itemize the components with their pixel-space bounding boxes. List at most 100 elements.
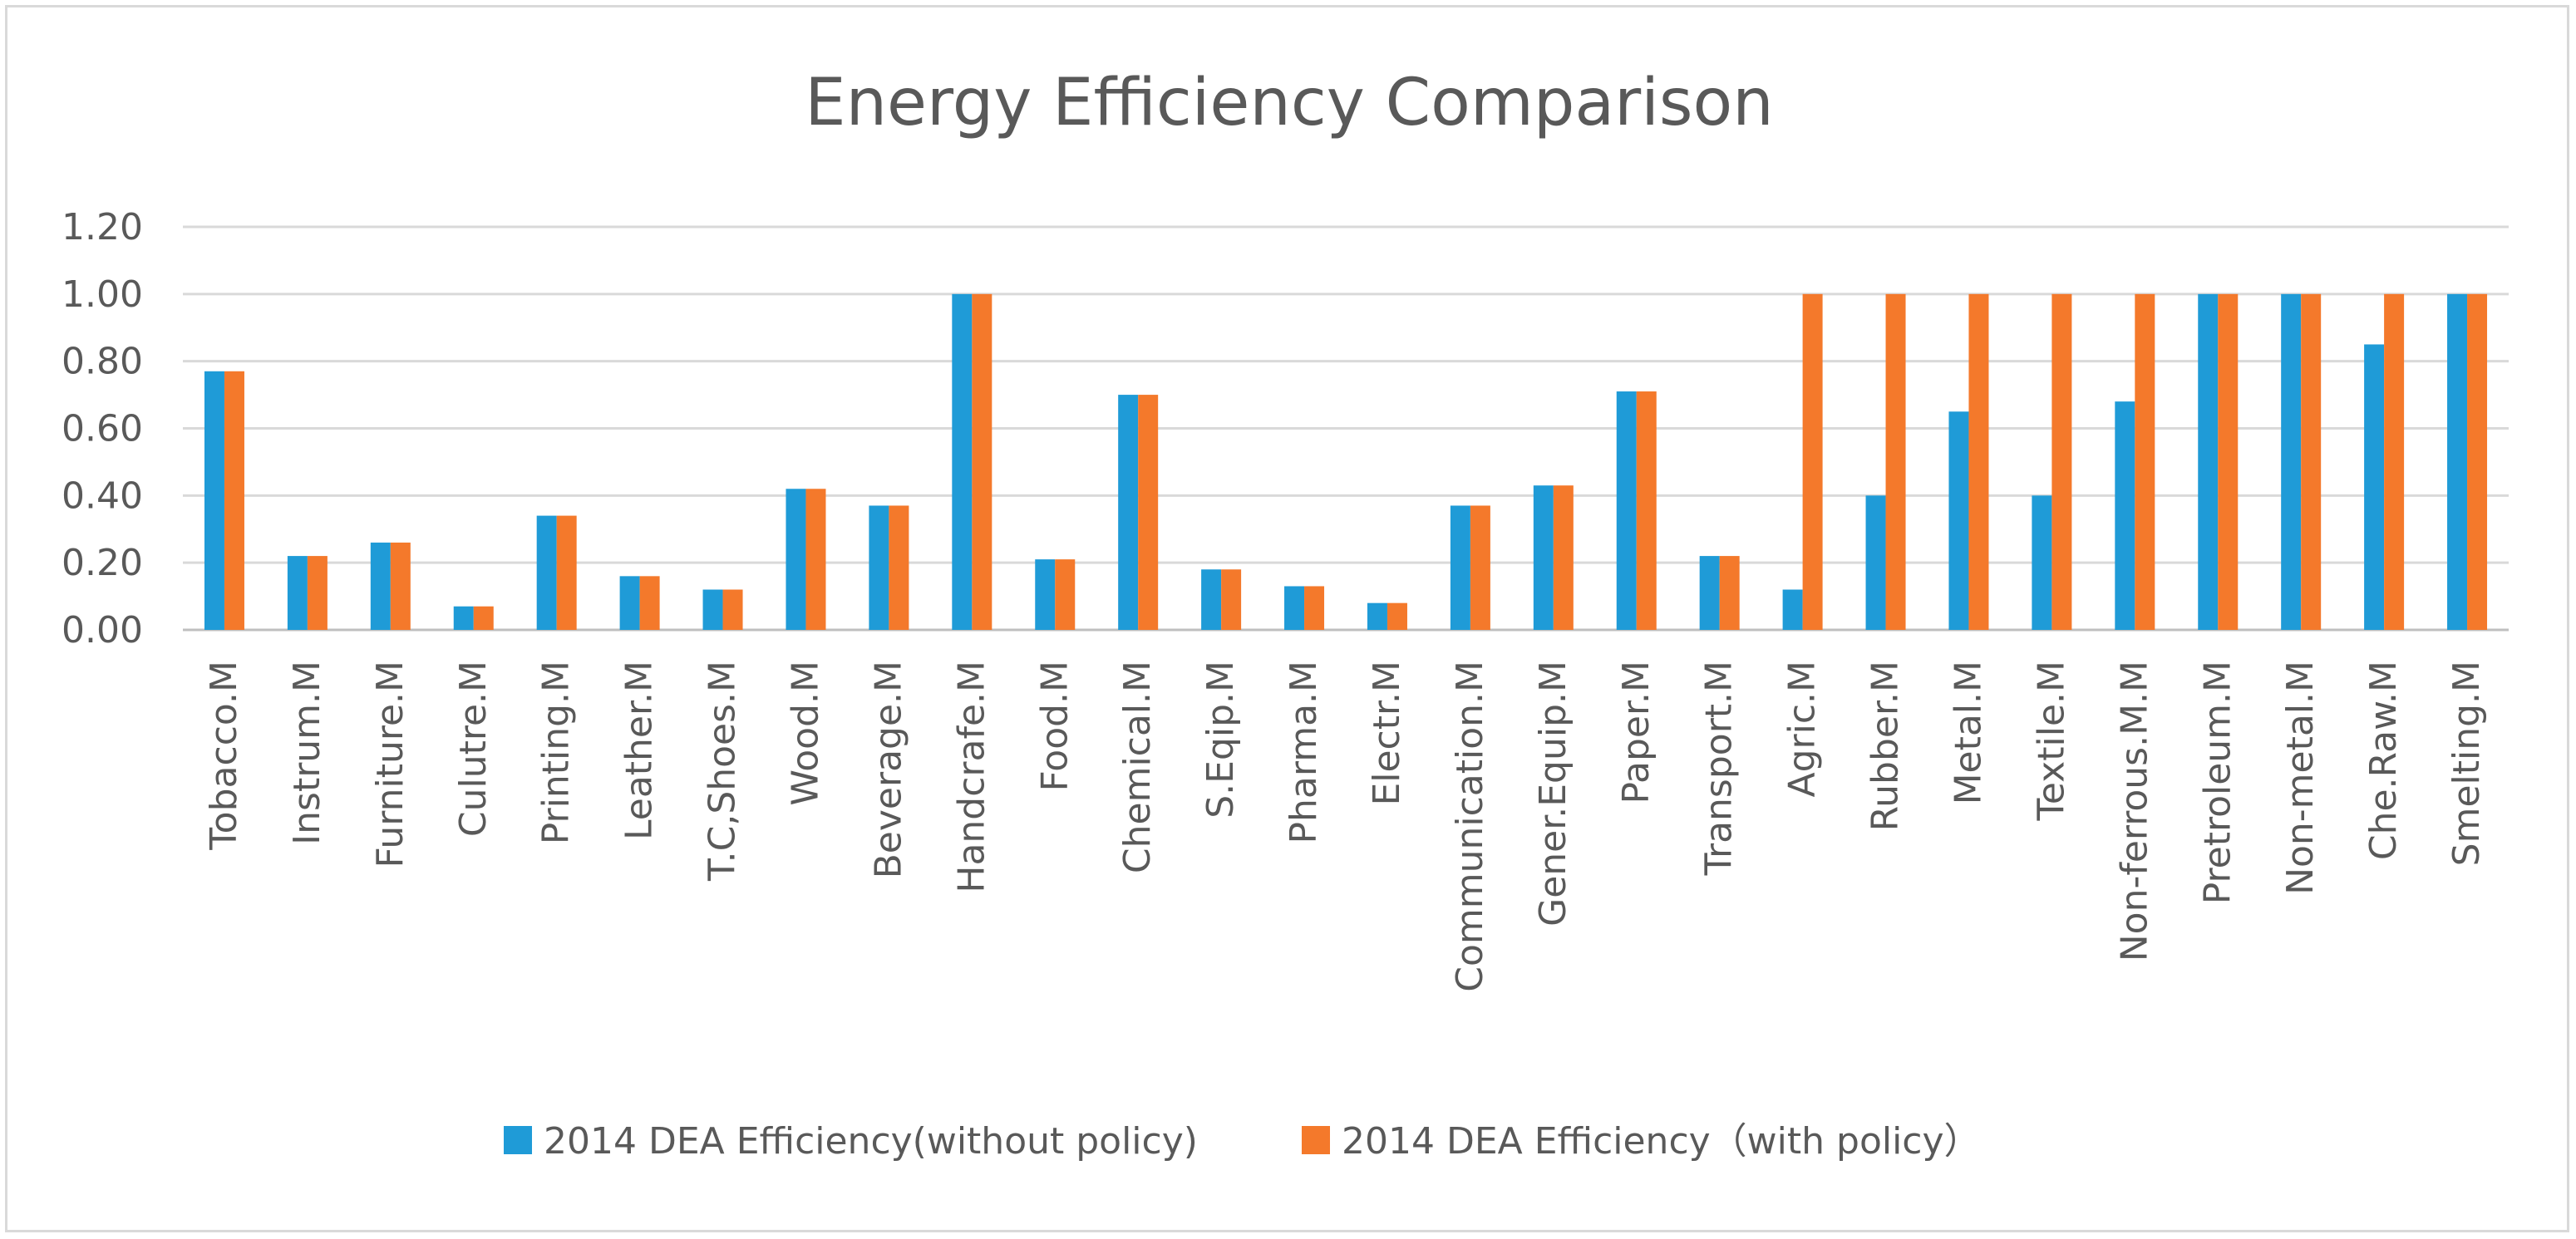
y-tick-label: 0.40 bbox=[62, 474, 143, 517]
legend-label-without-policy: 2014 DEA Efficiency(without policy) bbox=[544, 1120, 1198, 1163]
bar-with-policy bbox=[972, 293, 992, 630]
bar-without-policy bbox=[536, 515, 557, 630]
bar-with-policy bbox=[1553, 485, 1574, 630]
bar-with-policy bbox=[1470, 505, 1490, 630]
bar-without-policy bbox=[453, 606, 474, 630]
bar-without-policy bbox=[1450, 505, 1470, 630]
x-tick-label: Non-metal.M bbox=[2279, 661, 2322, 895]
x-tick-label: Communication.M bbox=[1449, 661, 1491, 992]
bar-with-policy bbox=[722, 589, 743, 630]
bar-without-policy bbox=[619, 576, 640, 630]
x-axis-ticks: Tobacco.M Instrum.M Furniture.M Culutre.M Pr… bbox=[203, 661, 2488, 992]
bar-with-policy bbox=[2384, 293, 2405, 630]
bar-with-policy bbox=[2051, 293, 2072, 630]
bar-without-policy bbox=[702, 589, 723, 630]
x-tick-label: Che.Raw.M bbox=[2362, 661, 2405, 860]
x-tick-label: Handcrafe.M bbox=[950, 661, 992, 893]
x-tick-label: Paper.M bbox=[1615, 661, 1657, 804]
y-axis-ticks: 0.00 0.20 0.40 0.60 0.80 1.00 1.20 bbox=[62, 206, 143, 651]
x-tick-label: Electr.M bbox=[1366, 661, 1408, 806]
x-tick-label: Furniture.M bbox=[369, 661, 411, 868]
bar-without-policy bbox=[1533, 485, 1554, 630]
bar-without-policy bbox=[1118, 395, 1139, 630]
x-tick-label: Pharma.M bbox=[1283, 661, 1325, 843]
x-tick-label: Textile.M bbox=[2030, 661, 2072, 821]
bar-without-policy bbox=[1782, 589, 1803, 630]
x-tick-label: S.Eqip.M bbox=[1199, 661, 1242, 819]
x-tick-label: Leather.M bbox=[618, 661, 661, 840]
bar-without-policy bbox=[952, 293, 973, 630]
y-tick-label: 0.00 bbox=[62, 609, 143, 651]
bar-with-policy bbox=[2467, 293, 2488, 630]
x-tick-label: Tobacco.M bbox=[203, 661, 245, 851]
bar-without-policy bbox=[2364, 344, 2385, 630]
bar-without-policy bbox=[2198, 293, 2219, 630]
y-tick-label: 0.20 bbox=[62, 542, 143, 584]
legend-label-with-policy: 2014 DEA Efficiency（with policy） bbox=[1342, 1120, 1981, 1163]
bar-without-policy bbox=[204, 371, 224, 630]
y-tick-label: 0.60 bbox=[62, 408, 143, 450]
bar-without-policy bbox=[869, 505, 889, 630]
bar-with-policy bbox=[639, 576, 660, 630]
x-tick-label: Printing.M bbox=[535, 661, 578, 844]
bar-with-policy bbox=[556, 515, 577, 630]
x-tick-label: Instrum.M bbox=[286, 661, 328, 845]
bar-with-policy bbox=[1304, 586, 1325, 630]
bar-without-policy bbox=[2447, 293, 2468, 630]
bar-without-policy bbox=[1616, 391, 1637, 630]
bar-with-policy bbox=[2301, 293, 2322, 630]
bar-without-policy bbox=[1284, 586, 1305, 630]
bar-with-policy bbox=[2135, 293, 2155, 630]
x-tick-label: T.C,Shoes.M bbox=[702, 661, 744, 882]
x-tick-label: Food.M bbox=[1033, 661, 1076, 791]
bar-with-policy bbox=[1719, 556, 1740, 630]
bar-without-policy bbox=[287, 556, 308, 630]
bar-without-policy bbox=[786, 489, 806, 630]
bar-without-policy bbox=[370, 542, 391, 630]
x-tick-label: Smelting.M bbox=[2445, 661, 2488, 866]
bar-with-policy bbox=[1885, 293, 1906, 630]
bar-with-policy bbox=[307, 556, 328, 630]
bar-with-policy bbox=[2218, 293, 2239, 630]
bar-with-policy bbox=[1636, 391, 1657, 630]
bar-without-policy bbox=[1201, 569, 1222, 630]
x-tick-label: Culutre.M bbox=[452, 661, 495, 837]
bar-without-policy bbox=[2032, 495, 2052, 630]
legend-swatch-without-policy bbox=[504, 1126, 532, 1154]
y-tick-label: 1.00 bbox=[62, 273, 143, 316]
y-tick-label: 1.20 bbox=[62, 206, 143, 248]
bar-with-policy bbox=[805, 489, 826, 630]
bar-without-policy bbox=[1699, 556, 1720, 630]
gridlines bbox=[183, 225, 2509, 632]
bar-with-policy bbox=[1387, 602, 1407, 630]
bar-with-policy bbox=[1968, 293, 1989, 630]
x-tick-label: Rubber.M bbox=[1864, 661, 1907, 831]
chart-title: Energy Efficiency Comparison bbox=[805, 66, 1773, 140]
y-tick-label: 0.80 bbox=[62, 341, 143, 383]
x-tick-label: Wood.M bbox=[784, 661, 826, 806]
bar-without-policy bbox=[1035, 559, 1056, 630]
legend-swatch-with-policy bbox=[1302, 1126, 1330, 1154]
x-tick-label: Gener.Equip.M bbox=[1532, 661, 1574, 927]
bar-without-policy bbox=[1367, 602, 1387, 630]
x-tick-label: Chemical.M bbox=[1116, 661, 1159, 873]
bar-without-policy bbox=[2281, 293, 2302, 630]
bar-without-policy bbox=[2115, 401, 2135, 630]
bar-with-policy bbox=[1055, 559, 1076, 630]
bar-with-policy bbox=[224, 371, 244, 630]
legend: 2014 DEA Efficiency(without policy) 2014… bbox=[504, 1120, 1981, 1163]
bars bbox=[204, 293, 2488, 630]
bar-without-policy bbox=[1865, 495, 1886, 630]
x-tick-label: Beverage.M bbox=[867, 661, 909, 878]
x-tick-label: Agric.M bbox=[1781, 661, 1824, 797]
x-tick-label: Metal.M bbox=[1947, 661, 1989, 804]
x-tick-label: Pretroleum.M bbox=[2196, 661, 2239, 904]
bar-with-policy bbox=[473, 606, 494, 630]
bar-without-policy bbox=[1948, 411, 1969, 630]
bar-with-policy bbox=[390, 542, 411, 630]
x-tick-label: Non-ferrous.M.M bbox=[2113, 661, 2155, 961]
x-tick-label: Transport.M bbox=[1698, 661, 1741, 876]
bar-with-policy bbox=[889, 505, 909, 630]
bar-with-policy bbox=[1221, 569, 1242, 630]
